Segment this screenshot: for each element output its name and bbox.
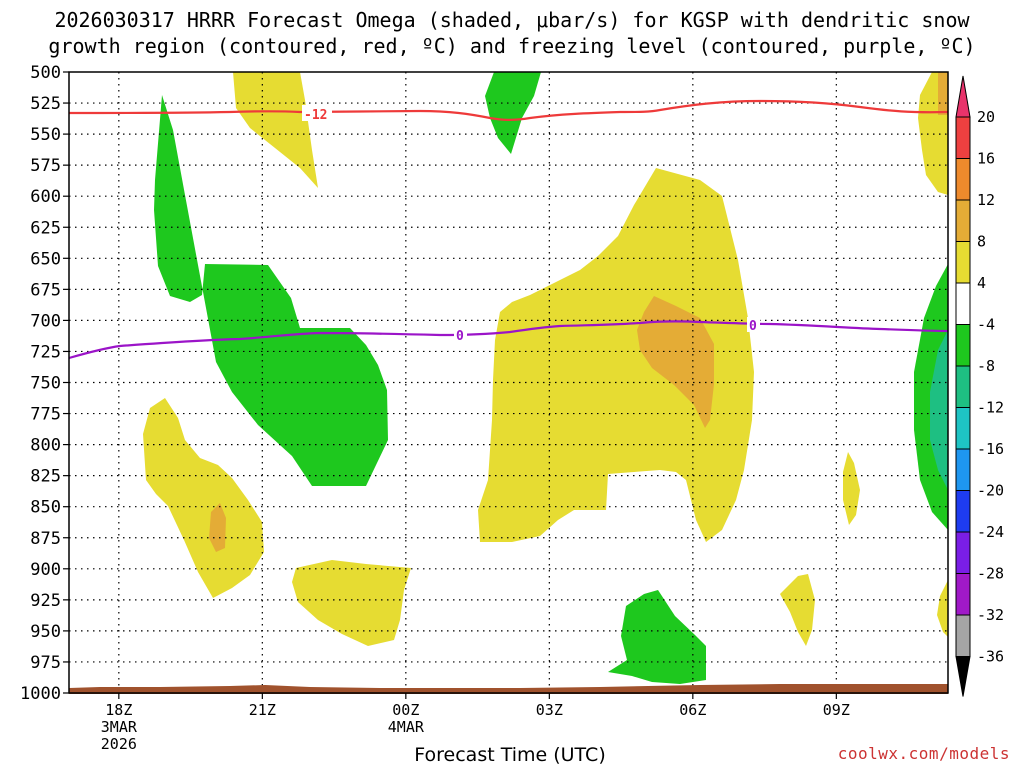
colorbar-swatch: [955, 324, 971, 367]
y-tick-label: 775: [30, 405, 61, 425]
ground-surface: [69, 684, 948, 694]
chart-title-line2: growth region (contoured, red, ºC) and f…: [48, 34, 976, 58]
y-tick-label: 550: [30, 125, 61, 145]
omega-region-green-left: [154, 95, 388, 486]
y-tick-label: 975: [30, 653, 61, 673]
freezing-level-contour-line: [68, 320, 949, 360]
y-tick-label: 950: [30, 622, 61, 642]
omega-region-yellow-top-left: [233, 72, 318, 188]
colorbar-swatch: [955, 199, 971, 242]
colorbar-label: -28: [977, 565, 1004, 583]
omega-region-yellow-left: [143, 398, 264, 598]
colorbar-label: -16: [977, 440, 1004, 458]
colorbar-label: -24: [977, 523, 1004, 541]
colorbar-label: -8: [977, 357, 995, 375]
dgz-contour-label: -12: [304, 108, 327, 123]
x-tick-label: 2026: [101, 735, 137, 753]
y-tick-label: 700: [30, 311, 61, 331]
colorbar-swatch: [955, 282, 971, 325]
y-tick-label: 750: [30, 374, 61, 394]
y-tick-label: 625: [30, 218, 61, 238]
colorbar-arrow-top: [955, 75, 971, 118]
y-tick-label: 925: [30, 591, 61, 611]
y-tick-label: 500: [30, 63, 61, 83]
chart-title-line1: 2026030317 HRRR Forecast Omega (shaded, …: [54, 8, 970, 32]
colorbar-swatch: [955, 365, 971, 408]
y-tick-label: 675: [30, 280, 61, 300]
x-tick-label: 06Z: [679, 701, 706, 719]
freezing-contour-label-1: 0: [456, 329, 464, 344]
colorbar-swatch: [955, 531, 971, 574]
y-tick-label: 825: [30, 467, 61, 487]
colorbar-swatch: [955, 116, 971, 159]
x-tick-label: 00Z: [392, 701, 419, 719]
omega-region-yellow-right-edge-bottom: [937, 580, 948, 637]
dgz-contour-line: [68, 99, 949, 121]
colorbar-label: 20: [977, 108, 995, 126]
y-tick-label: 525: [30, 94, 61, 114]
y-tick-label: 600: [30, 187, 61, 207]
x-tick-label: 3MAR: [101, 718, 138, 736]
colorbar-label: 12: [977, 191, 995, 209]
colorbar-label: -32: [977, 606, 1004, 624]
colorbar-swatch: [955, 241, 971, 284]
x-tick-label: 09Z: [823, 701, 850, 719]
colorbar-label: -36: [977, 648, 1004, 666]
omega-region-orange-right-edge-top: [938, 72, 948, 115]
omega-region-yellow-right-low: [780, 574, 815, 646]
colorbar-swatch: [955, 407, 971, 450]
source-credit: coolwx.com/models: [837, 744, 1010, 763]
freezing-contour-label-bg-2: [747, 317, 760, 332]
grid-lines: [69, 72, 948, 693]
colorbar-swatch: [955, 158, 971, 201]
y-tick-label: 900: [30, 560, 61, 580]
omega-region-orange-left: [209, 503, 226, 552]
y-tick-label: 800: [30, 436, 61, 456]
freezing-contour-label-2: 0: [749, 319, 757, 334]
omega-shading: [143, 72, 948, 684]
x-tick-label: 03Z: [536, 701, 563, 719]
omega-region-yellow-center: [478, 168, 754, 542]
x-tick-label: 18Z: [105, 701, 132, 719]
colorbar-label: 4: [977, 274, 986, 292]
colorbar-swatch: [955, 448, 971, 491]
dgz-contour-label-bg: [302, 105, 332, 121]
colorbar-swatch: [955, 490, 971, 533]
y-tick-label: 725: [30, 342, 61, 362]
omega-region-yellow-lower: [292, 560, 411, 646]
colorbar-label: 16: [977, 150, 995, 168]
y-tick-label: 875: [30, 529, 61, 549]
x-tick-label: 4MAR: [388, 718, 425, 736]
y-tick-label: 575: [30, 156, 61, 176]
colorbar-swatch: [955, 614, 971, 657]
freezing-contour-label-bg-1: [454, 327, 467, 342]
colorbar-label: -20: [977, 482, 1004, 500]
omega-region-green-top: [485, 72, 541, 154]
y-axis: 500 525 550 575 600 625 650 675 700 725 750 775 800 8…: [20, 63, 69, 704]
x-tick-label: 21Z: [249, 701, 276, 719]
colorbar-label: -12: [977, 399, 1004, 417]
x-axis-title: Forecast Time (UTC): [414, 744, 606, 766]
y-tick-label: 1000: [20, 684, 61, 704]
colorbar-label: -4: [977, 316, 995, 334]
y-tick-label: 850: [30, 498, 61, 518]
y-tick-label: 650: [30, 249, 61, 269]
omega-region-teal-right-edge: [930, 330, 948, 490]
colorbar-swatch: [955, 573, 971, 616]
colorbar: 20 16 12 8 4 -4 -8 -12 -16 -20 -24 -28 -32 -36: [955, 75, 1004, 697]
colorbar-arrow-bottom: [955, 656, 971, 697]
omega-region-green-bottom: [608, 590, 706, 684]
omega-region-orange-center: [637, 296, 714, 428]
colorbar-label: 8: [977, 233, 986, 251]
